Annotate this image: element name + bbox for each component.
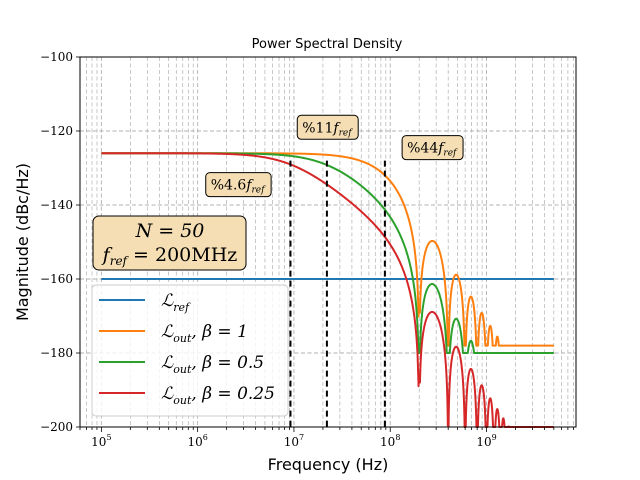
annotation-text: %11fref [302,120,353,138]
x-tick-label: 107 [284,433,304,449]
y-tick-label: −160 [40,272,73,286]
legend-label: ℒout, β = 1 [161,322,248,345]
legend-label: ℒref [161,291,191,314]
legend: ℒref ℒout, β = 1 ℒout, β = 0.5 ℒout, β = 0.… [91,284,289,417]
series-line-2 [101,152,555,354]
y-tick-label: −140 [40,198,73,212]
axes-frame [79,56,577,428]
annotation-box [296,114,359,140]
x-axis-label: Frequency (Hz) [268,455,389,474]
annotation-label: %4.6fref [205,172,272,198]
x-tick-label: 106 [187,433,207,449]
x-tick-label: 105 [91,433,111,449]
info-box-line2: fref = 200MHz [101,244,238,268]
y-tick-label: −100 [40,50,73,64]
y-tick-label: −180 [40,346,73,360]
legend-label: ℒout, β = 0.25 [161,384,275,407]
y-axis-label: Magnitude (dBc/Hz) [13,163,32,321]
annotation-text: %4.6fref [211,178,266,196]
annotation-box [401,135,464,161]
x-tick-label: 108 [380,433,400,449]
info-box-background [92,215,247,271]
chart-title: Power Spectral Density [252,37,403,52]
series-line-1 [101,152,555,347]
x-axis-ticks: 105 106 107 108 109 [79,427,574,449]
legend-frame [91,284,289,417]
annotation-text: %44fref [407,141,458,159]
vertical-markers [289,160,386,427]
y-tick-label: −200 [40,420,73,434]
x-tick-label: 109 [476,433,496,449]
annotation-label: %11fref [296,114,359,140]
info-box-line1: N = 50 [135,220,205,242]
annotation-label: %44fref [401,135,464,161]
annotation-box [205,172,272,198]
legend-label: ℒout, β = 0.5 [161,353,264,376]
y-tick-label: −120 [40,124,73,138]
y-axis-ticks: −100 −120 −140 −160 −180 −200 [40,50,80,434]
